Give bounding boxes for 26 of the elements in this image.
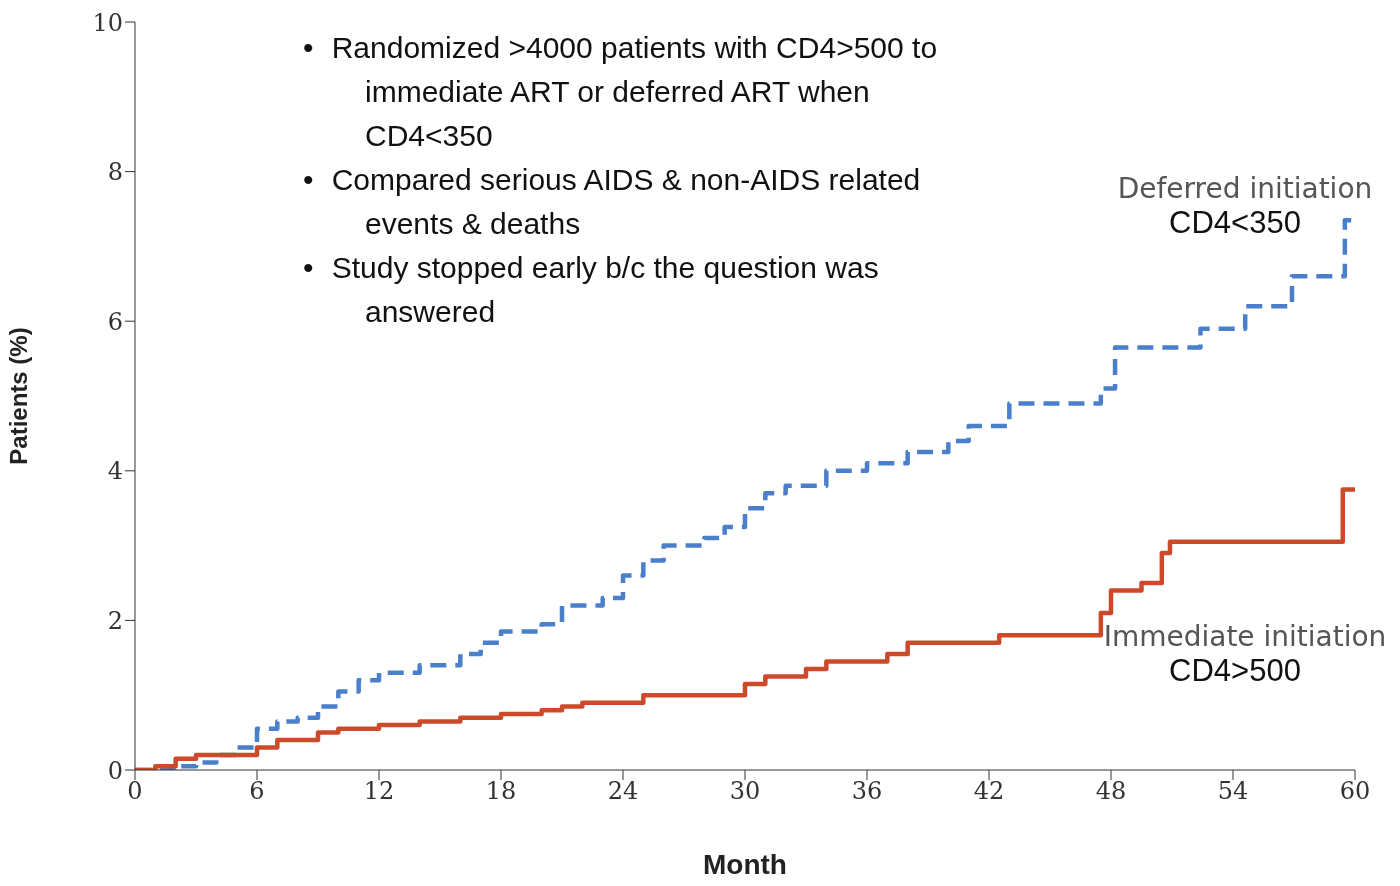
annotation: • Randomized >4000 patients with CD4>500 to immediate ART or deferred ART when CD4<350 — [303, 30, 939, 154]
y-tick-label: 6 — [107, 307, 123, 336]
x-tick-label: 48 — [1095, 777, 1127, 806]
annotation: • Compared serious AIDS & non-AIDS related events & deaths — [303, 162, 922, 242]
x-tick-label: 54 — [1217, 777, 1249, 806]
y-axis-title: Patients (%) — [4, 327, 32, 465]
y-tick-label: 8 — [107, 158, 123, 187]
x-tick-label: 36 — [851, 777, 883, 806]
annotation: • Study stopped early b/c the question was answered — [303, 250, 880, 330]
annotation: CD4<350 — [1168, 205, 1302, 242]
x-tick-label: 6 — [249, 777, 265, 806]
y-tick-label: 0 — [107, 756, 123, 785]
x-tick-label: 24 — [607, 777, 639, 806]
x-tick-label: 60 — [1339, 777, 1371, 806]
x-tick-label: 12 — [363, 777, 395, 806]
x-tick-label: 0 — [127, 777, 143, 806]
x-axis-title: Month — [703, 849, 787, 880]
x-tick-label: 18 — [485, 777, 517, 806]
y-tick-label: 2 — [107, 606, 123, 635]
y-tick-label: 10 — [92, 8, 123, 37]
x-tick-label: 42 — [973, 777, 1005, 806]
y-tick-label: 4 — [107, 457, 123, 486]
series-label: Immediate initiation — [1102, 619, 1388, 653]
x-tick-label: 30 — [729, 777, 761, 806]
annotation: CD4>500 — [1168, 652, 1302, 689]
series-label: Deferred initiation — [1116, 172, 1374, 206]
